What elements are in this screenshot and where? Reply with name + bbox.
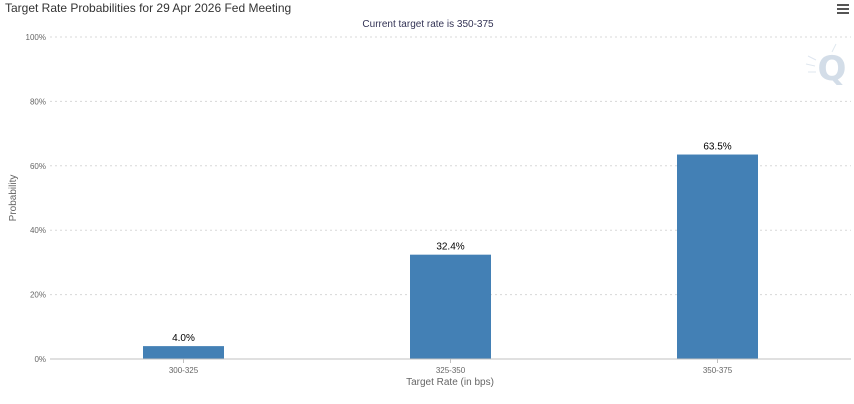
hamburger-menu-icon[interactable] [836, 2, 850, 16]
svg-text:Q: Q [818, 49, 847, 89]
y-tick-label: 40% [30, 226, 46, 235]
x-axis-ticks: 300-325 325-350 350-375 [169, 359, 733, 375]
bar-300-325[interactable] [143, 346, 224, 359]
bar-350-375[interactable] [677, 154, 758, 359]
bar-series: 4.0% 32.4% 63.5% [143, 142, 758, 359]
y-tick-label: 100% [26, 33, 46, 42]
data-label: 32.4% [436, 242, 464, 253]
y-tick-label: 60% [30, 162, 46, 171]
y-axis-ticks: 0% 20% 40% 60% 80% 100% [26, 33, 46, 364]
x-axis-label: Target Rate (in bps) [406, 377, 494, 388]
y-axis-label: Probability [8, 175, 19, 222]
bar-325-350[interactable] [410, 254, 491, 359]
y-tick-label: 20% [30, 291, 46, 300]
chart-subtitle: Current target rate is 350-375 [362, 19, 494, 30]
y-tick-label: 80% [30, 97, 46, 106]
x-tick-label: 350-375 [703, 366, 733, 375]
data-label: 63.5% [703, 142, 731, 153]
q-logo-icon: Q [805, 43, 847, 89]
x-tick-label: 325-350 [436, 366, 466, 375]
y-tick-label: 0% [34, 355, 46, 364]
data-label: 4.0% [172, 333, 195, 344]
chart-title: Target Rate Probabilities for 29 Apr 202… [5, 1, 292, 15]
x-tick-label: 300-325 [169, 366, 199, 375]
